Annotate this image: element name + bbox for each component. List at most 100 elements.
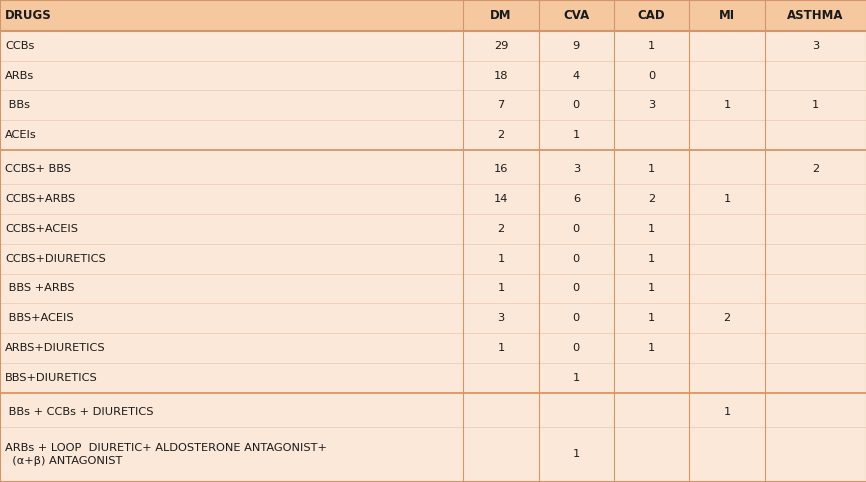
Text: 7: 7 xyxy=(497,100,505,110)
Text: MI: MI xyxy=(719,9,735,22)
Text: 0: 0 xyxy=(648,70,656,80)
Bar xyxy=(0,427,463,482)
Text: 0: 0 xyxy=(572,283,580,294)
Text: 2: 2 xyxy=(811,164,819,174)
Text: ARBS+DIURETICS: ARBS+DIURETICS xyxy=(5,343,106,353)
Text: 2: 2 xyxy=(497,224,505,234)
Bar xyxy=(463,91,539,120)
Text: CCBS+ BBS: CCBS+ BBS xyxy=(5,164,71,174)
Text: 0: 0 xyxy=(572,224,580,234)
Text: 0: 0 xyxy=(572,313,580,323)
Bar xyxy=(0,120,463,150)
Text: BBS +ARBS: BBS +ARBS xyxy=(5,283,74,294)
Bar xyxy=(765,363,866,393)
Text: 16: 16 xyxy=(494,164,508,174)
Bar xyxy=(614,31,689,61)
Bar xyxy=(689,31,765,61)
Bar xyxy=(765,427,866,482)
Bar xyxy=(614,303,689,333)
Text: 3: 3 xyxy=(648,100,656,110)
Text: 2: 2 xyxy=(648,194,656,204)
Bar xyxy=(463,120,539,150)
Bar xyxy=(765,244,866,274)
Bar xyxy=(689,363,765,393)
Bar xyxy=(765,214,866,244)
Text: BBs: BBs xyxy=(5,100,30,110)
Bar xyxy=(689,0,765,31)
Bar xyxy=(614,91,689,120)
Text: CCBS+DIURETICS: CCBS+DIURETICS xyxy=(5,254,106,264)
Bar xyxy=(765,120,866,150)
Bar xyxy=(614,214,689,244)
Text: CVA: CVA xyxy=(563,9,590,22)
Bar xyxy=(539,244,614,274)
Text: 14: 14 xyxy=(494,194,508,204)
Bar xyxy=(689,333,765,363)
Text: DM: DM xyxy=(490,9,512,22)
Bar xyxy=(765,184,866,214)
Bar xyxy=(614,184,689,214)
Text: 1: 1 xyxy=(497,283,505,294)
Text: 1: 1 xyxy=(648,41,656,51)
Text: 1: 1 xyxy=(648,164,656,174)
Bar xyxy=(0,91,463,120)
Text: 1: 1 xyxy=(572,373,580,383)
Bar xyxy=(614,154,689,184)
Text: 1: 1 xyxy=(572,449,580,459)
Text: CAD: CAD xyxy=(638,9,665,22)
Bar xyxy=(689,61,765,91)
Text: 1: 1 xyxy=(497,254,505,264)
Bar xyxy=(0,397,463,427)
Text: 1: 1 xyxy=(648,343,656,353)
Bar xyxy=(0,274,463,303)
Text: 9: 9 xyxy=(572,41,580,51)
Text: 1: 1 xyxy=(648,313,656,323)
Text: 0: 0 xyxy=(572,254,580,264)
Bar xyxy=(0,154,463,184)
Bar xyxy=(539,397,614,427)
Text: 0: 0 xyxy=(572,100,580,110)
Bar xyxy=(614,397,689,427)
Text: 18: 18 xyxy=(494,70,508,80)
Bar xyxy=(765,31,866,61)
Bar xyxy=(689,214,765,244)
Text: ASTHMA: ASTHMA xyxy=(787,9,843,22)
Bar xyxy=(765,333,866,363)
Bar xyxy=(614,0,689,31)
Bar xyxy=(689,91,765,120)
Bar xyxy=(765,274,866,303)
Text: 1: 1 xyxy=(572,130,580,140)
Bar xyxy=(0,244,463,274)
Text: 1: 1 xyxy=(648,224,656,234)
Bar xyxy=(689,427,765,482)
Text: 0: 0 xyxy=(572,343,580,353)
Text: BBS+DIURETICS: BBS+DIURETICS xyxy=(5,373,98,383)
Bar xyxy=(689,154,765,184)
Bar xyxy=(539,61,614,91)
Text: 2: 2 xyxy=(723,313,731,323)
Text: ARBs: ARBs xyxy=(5,70,35,80)
Bar xyxy=(765,303,866,333)
Bar xyxy=(539,274,614,303)
Bar xyxy=(539,214,614,244)
Bar xyxy=(463,0,539,31)
Bar xyxy=(463,274,539,303)
Text: CCBS+ACEIS: CCBS+ACEIS xyxy=(5,224,78,234)
Bar xyxy=(689,184,765,214)
Bar xyxy=(689,120,765,150)
Text: 1: 1 xyxy=(497,343,505,353)
Bar xyxy=(614,120,689,150)
Bar xyxy=(539,303,614,333)
Bar xyxy=(0,0,463,31)
Bar xyxy=(0,363,463,393)
Bar xyxy=(463,154,539,184)
Text: 4: 4 xyxy=(572,70,580,80)
Bar xyxy=(539,333,614,363)
Text: CCBS+ARBS: CCBS+ARBS xyxy=(5,194,75,204)
Bar xyxy=(463,214,539,244)
Bar xyxy=(539,31,614,61)
Bar xyxy=(0,31,463,61)
Bar xyxy=(539,91,614,120)
Text: CCBs: CCBs xyxy=(5,41,35,51)
Text: 6: 6 xyxy=(572,194,580,204)
